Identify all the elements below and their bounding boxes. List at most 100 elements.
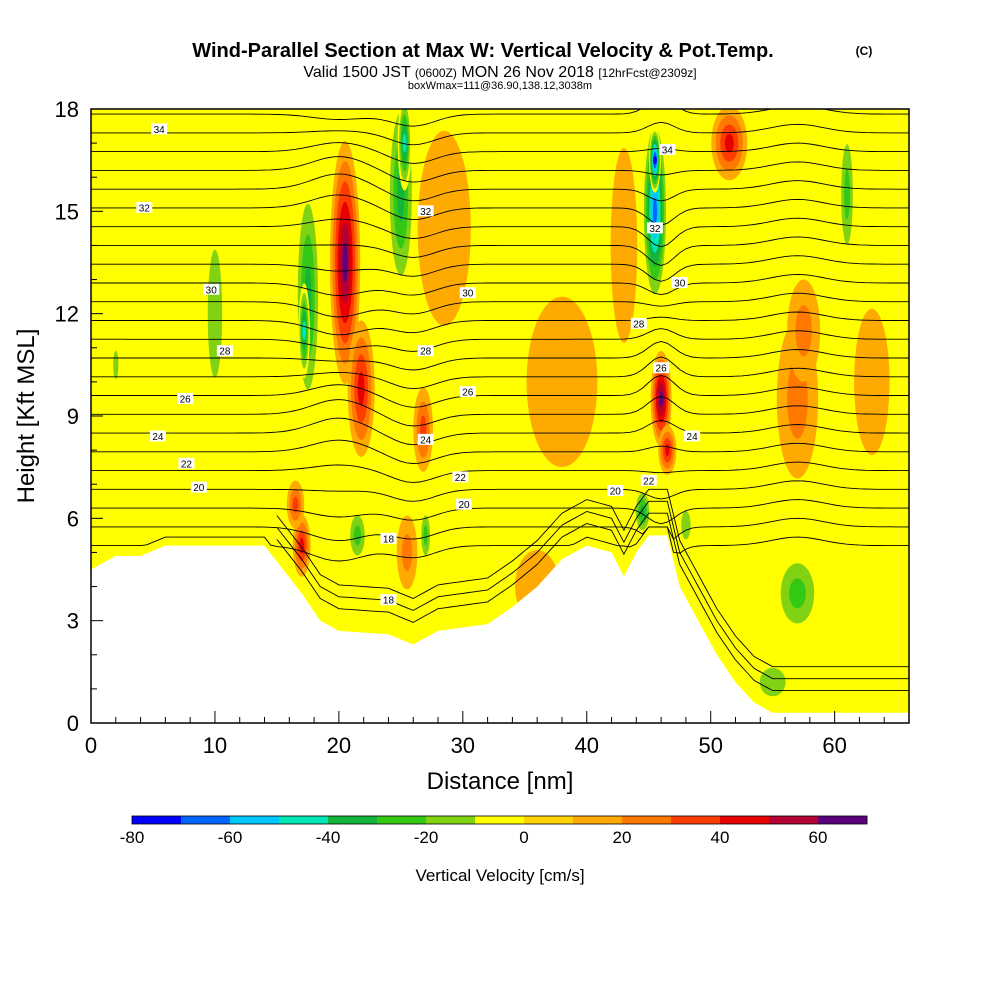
theta-label: 22 — [452, 471, 469, 484]
colorbar-swatch — [720, 816, 770, 824]
theta-contour — [91, 156, 909, 183]
velocity-cell — [413, 387, 433, 472]
theta-label-box — [653, 362, 670, 374]
theta-contour — [91, 173, 909, 202]
y-tick-label: 6 — [67, 506, 79, 531]
theta-label: 32 — [646, 222, 663, 235]
theta-label-box — [459, 386, 476, 398]
velocity-cell — [346, 505, 369, 566]
theta-label: 22 — [640, 474, 657, 487]
theta-contour — [91, 461, 909, 483]
terrain-mask — [91, 535, 909, 723]
theta-label-box — [659, 143, 676, 155]
velocity-cell — [677, 128, 695, 226]
theta-label: 22 — [178, 457, 195, 470]
velocity-cell — [526, 296, 598, 468]
theta-contour — [91, 194, 909, 226]
theta-label-box — [417, 345, 434, 357]
theta-contour — [91, 499, 909, 525]
colorbar-tick-label: 40 — [711, 828, 730, 847]
box-wmax-info: boxWmax=111@36.90,138.12,3038m — [408, 80, 592, 92]
theta-label-text: 18 — [383, 534, 395, 545]
velocity-band — [302, 321, 307, 341]
theta-label-text: 26 — [656, 364, 668, 375]
theta-label-box — [380, 532, 397, 544]
velocity-band — [681, 510, 691, 540]
theta-label: 28 — [630, 317, 647, 330]
y-tick-label: 15 — [55, 199, 79, 224]
x-tick-label: 60 — [822, 733, 846, 758]
velocity-cell — [298, 283, 310, 379]
colorbar-tick-label: 20 — [613, 828, 632, 847]
theta-label-box — [203, 283, 220, 295]
theta-label: 34 — [659, 143, 676, 156]
theta-contour — [91, 217, 909, 248]
colorbar-swatch — [769, 816, 819, 824]
theta-label: 18 — [380, 532, 397, 545]
colorbar-tick-label: -80 — [120, 828, 145, 847]
theta-label-box — [607, 485, 624, 497]
colorbar-label: Vertical Velocity [cm/s] — [415, 866, 584, 885]
forecast-tag: [12hrFcst@2309z] — [598, 66, 696, 80]
velocity-cell — [676, 496, 696, 554]
theta-contour — [91, 273, 909, 296]
colorbar-swatch — [524, 816, 574, 824]
x-tick-label: 50 — [698, 733, 722, 758]
colorbar-swatch — [671, 816, 721, 824]
velocity-band — [423, 525, 428, 546]
velocity-cell — [396, 515, 418, 590]
colorbar-tick-label: 60 — [809, 828, 828, 847]
theta-label-text: 30 — [674, 278, 686, 289]
colorbar-swatch — [279, 816, 329, 824]
theta-contour — [91, 109, 909, 127]
velocity-band — [652, 197, 657, 226]
theta-label: 24 — [149, 430, 166, 443]
velocity-band — [659, 390, 664, 407]
theta-label: 20 — [456, 498, 473, 511]
velocity-cell — [746, 653, 799, 711]
theta-contour — [91, 121, 909, 146]
velocity-cell — [200, 185, 230, 442]
theta-contour — [91, 255, 909, 282]
theta-contour — [91, 417, 909, 446]
theta-label-text: 34 — [154, 125, 166, 136]
theta-contour — [91, 526, 909, 562]
velocity-band — [665, 443, 670, 457]
colorbar-swatch — [573, 816, 623, 824]
theta-contour — [91, 328, 909, 352]
valid-time-local: Valid 1500 JST — [303, 64, 411, 81]
theta-label-text: 20 — [458, 500, 470, 511]
x-tick-label: 40 — [575, 733, 599, 758]
potential-temperature-contours — [91, 109, 909, 692]
velocity-cell — [711, 109, 748, 181]
theta-label-box — [417, 433, 434, 445]
theta-label: 30 — [203, 283, 220, 296]
theta-contour — [91, 439, 909, 464]
velocity-cell — [838, 119, 856, 270]
theta-label: 28 — [417, 345, 434, 358]
y-axis-label: Height [Kft MSL] — [13, 329, 40, 504]
theta-label: 34 — [151, 123, 168, 136]
colorbar-tick-label: -60 — [218, 828, 243, 847]
x-tick-label: 20 — [327, 733, 351, 758]
theta-contour — [91, 311, 909, 336]
velocity-band — [844, 169, 850, 220]
x-tick-label: 0 — [85, 733, 97, 758]
theta-label: 30 — [671, 276, 688, 289]
colorbar-swatch — [230, 816, 280, 824]
velocity-cell — [292, 514, 311, 577]
colorbar-swatch — [377, 816, 427, 824]
chart-title: Wind-Parallel Section at Max W: Vertical… — [192, 40, 773, 62]
contour-labels: 34 34 32 32 32 30 30 30 28 28 28 26 26 26 24 24 24 22 22 22… — [136, 123, 701, 607]
y-tick-label: 18 — [55, 97, 79, 122]
theta-label: 20 — [607, 485, 624, 498]
theta-label: 32 — [136, 201, 153, 214]
velocity-cell — [772, 548, 823, 639]
colorbar-swatch — [132, 816, 182, 824]
theta-label-box — [417, 205, 434, 217]
velocity-band — [353, 525, 362, 546]
velocity-cell — [633, 486, 652, 537]
theta-label-box — [380, 594, 397, 606]
theta-label-text: 32 — [420, 207, 432, 218]
velocity-cell — [110, 336, 121, 394]
